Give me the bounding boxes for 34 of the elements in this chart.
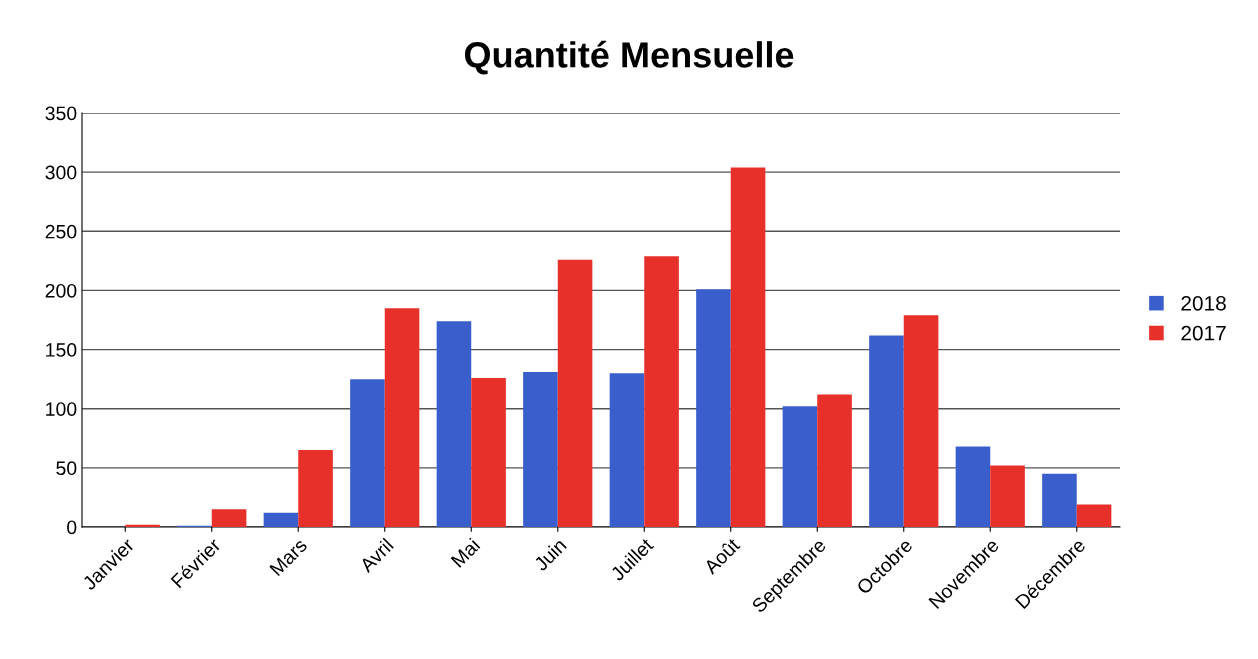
y-tick-label: 200 xyxy=(45,283,77,298)
bar xyxy=(1076,504,1112,527)
bar xyxy=(696,289,731,527)
bar xyxy=(782,406,818,527)
bar xyxy=(644,256,679,527)
bar xyxy=(523,372,558,527)
bar xyxy=(436,321,472,527)
bar xyxy=(211,509,247,527)
bar xyxy=(557,259,593,527)
bar xyxy=(955,446,991,527)
y-tick-label: 250 xyxy=(45,224,77,239)
bar xyxy=(471,377,506,527)
bar xyxy=(609,373,645,527)
y-tick-label: 50 xyxy=(56,461,77,476)
bar xyxy=(903,315,939,527)
x-tick-label: Juin xyxy=(532,537,567,572)
legend-label: 2017 xyxy=(1181,325,1226,341)
x-tick-label: Mai xyxy=(450,537,481,568)
chart-title: Quantité Mensuelle xyxy=(464,40,794,75)
bar xyxy=(817,394,852,527)
legend-label: 2018 xyxy=(1181,295,1226,311)
bar xyxy=(1042,473,1077,527)
y-tick-label: 350 xyxy=(45,106,77,121)
bar xyxy=(869,335,904,527)
bar xyxy=(263,512,299,527)
y-tick-label: 300 xyxy=(45,165,77,180)
y-tick-label: 100 xyxy=(46,402,77,416)
bar xyxy=(990,465,1025,527)
y-tick-label: 0 xyxy=(67,520,77,535)
bar xyxy=(730,167,766,527)
bar xyxy=(384,308,420,527)
y-tick-label: 150 xyxy=(46,343,77,357)
bar xyxy=(350,379,385,527)
bar xyxy=(298,450,333,527)
